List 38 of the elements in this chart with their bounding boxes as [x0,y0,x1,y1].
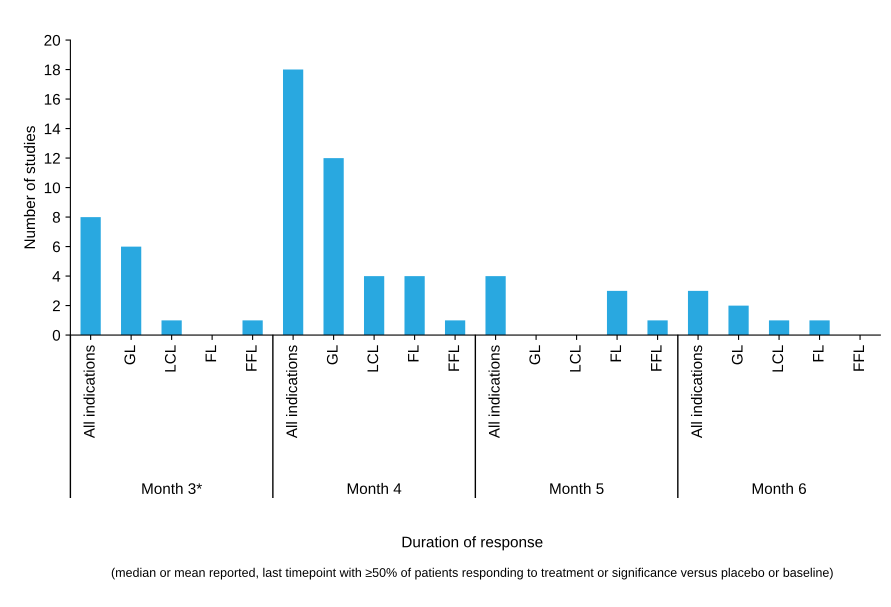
x-tick-label: LCL [570,345,581,372]
x-tick-label: FL [610,345,622,362]
x-tick-label: GL [326,345,338,364]
x-tick-label: FFL [854,345,864,371]
x-tick-label: All indications [286,345,298,438]
y-tick-label: 12 [44,152,60,164]
x-tick-label: FFL [651,345,662,371]
x-tick-label: FL [408,345,419,362]
y-tick-label: 16 [44,94,60,105]
y-tick-label: 10 [44,182,60,194]
x-tick-label: FL [206,345,216,362]
y-tick-label: 6 [52,241,60,252]
x-tick-label: GL [732,345,743,364]
text: Month 4 [348,482,402,494]
x-tick-label: All indications [690,345,702,438]
x-tick-label: All indications [488,345,500,438]
y-tick-label: 8 [52,212,60,223]
x-tick-label: FL [813,345,824,362]
x-tick-label: FFL [246,345,257,371]
x-tick-label: LCL [164,345,176,372]
x-tick-label: LCL [772,345,784,372]
x-tick-label: GL [529,345,540,364]
text: Duration of response [402,536,542,550]
x-tick-label: FFL [448,345,460,371]
y-tick-label: 18 [44,64,60,76]
y-axis-title: Number of studies [24,126,36,248]
text: (median or mean reported, last timepoint with ≥50% of patients responding to treatment or significance versus placebo or baseline) [112,568,833,580]
y-tick-label: 2 [52,300,60,312]
x-tick-label: LCL [367,345,378,372]
y-tick-label: 0 [52,330,60,341]
text: Month 6 [752,482,806,494]
y-tick-label: 4 [52,271,60,282]
x-tick-label: All indications [84,345,95,438]
y-tick-label: 14 [44,124,60,134]
y-tick-label: 20 [44,34,60,46]
text: Month 3* [142,482,202,494]
text: Month 5 [550,482,604,494]
x-tick-label: GL [124,345,136,364]
